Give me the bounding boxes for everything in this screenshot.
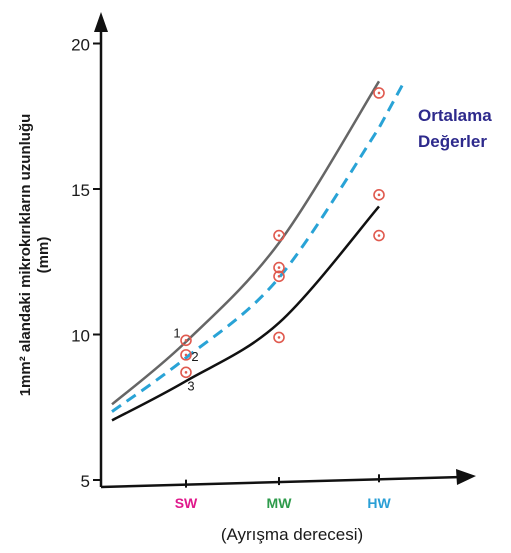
- legend-line1: Ortalama: [418, 106, 492, 125]
- y-tick-label: 15: [71, 181, 90, 200]
- data-point: [180, 349, 192, 361]
- y-axis-title-line2: (mm): [35, 237, 52, 274]
- data-point: [373, 189, 385, 201]
- x-axis: [100, 475, 463, 489]
- data-point: [273, 270, 285, 283]
- data-point: [273, 331, 285, 344]
- y-axis-arrow-icon: [94, 12, 108, 32]
- data-point: [273, 261, 285, 274]
- x-category-mw: MW: [267, 495, 293, 511]
- point-label: 3: [187, 378, 194, 393]
- curve-lower: [111, 205, 380, 422]
- curve-upper: [111, 80, 381, 406]
- legend-line2: Değerler: [418, 132, 487, 151]
- data-point: [180, 334, 192, 347]
- y-tick-label: 10: [71, 327, 90, 346]
- x-category-sw: SW: [175, 495, 198, 511]
- data-point: [373, 87, 385, 99]
- y-tick-label: 20: [71, 36, 90, 55]
- x-category-hw: HW: [367, 495, 391, 511]
- y-ticks: 5 10 15 20: [71, 36, 101, 491]
- data-point: [180, 366, 192, 379]
- point-label: 1: [173, 325, 180, 340]
- curve-mean: [111, 83, 405, 413]
- x-categories: SW MW HW: [175, 474, 391, 511]
- data-point: [273, 229, 285, 242]
- point-label: 2: [191, 349, 198, 364]
- y-tick-label: 5: [81, 472, 90, 491]
- y-axis-title-line1: 1mm² alandaki mikrokırıkların uzunluğu: [17, 114, 34, 397]
- y-axis-title: 1mm² alandaki mikrokırıkların uzunluğu (…: [17, 114, 52, 397]
- points-layer: 12 3: [173, 87, 385, 393]
- data-point: [373, 229, 385, 242]
- legend: Ortalama Değerler: [418, 106, 492, 151]
- curves-layer: [111, 80, 405, 422]
- x-axis-arrow-icon: [456, 469, 476, 485]
- x-axis-title: (Ayrışma derecesi): [221, 525, 363, 544]
